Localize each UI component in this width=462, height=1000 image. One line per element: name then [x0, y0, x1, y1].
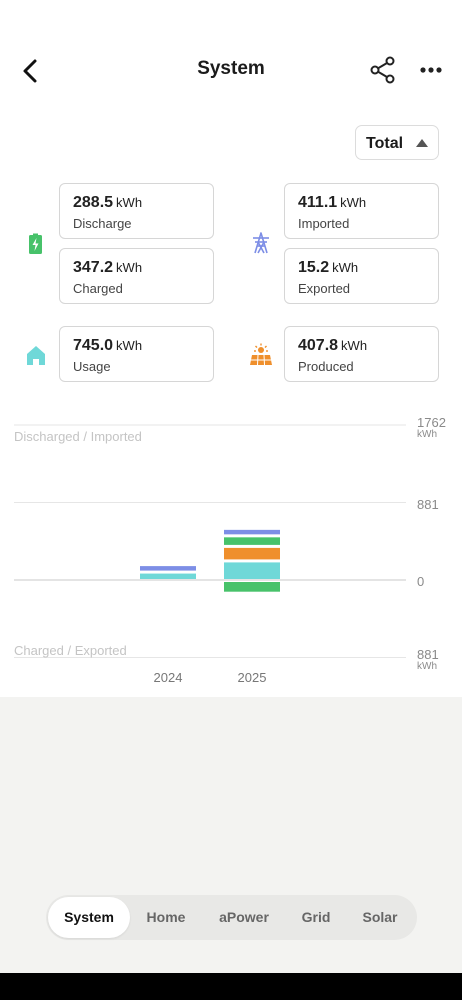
- tab-solar[interactable]: Solar: [362, 909, 398, 925]
- more-options-button[interactable]: [416, 60, 446, 80]
- usage-unit: kWh: [116, 338, 143, 353]
- y-tick-bottom: 881: [417, 647, 439, 662]
- x-label-2025: 2025: [237, 670, 267, 685]
- tab-system[interactable]: System: [48, 897, 130, 938]
- back-button[interactable]: [16, 56, 46, 86]
- discharge-value: 288.5: [73, 194, 114, 211]
- y-tick-top: 1762: [417, 415, 446, 430]
- battery-icon: [25, 233, 47, 255]
- imported-value: 411.1: [298, 194, 338, 211]
- x-label-2024: 2024: [153, 670, 183, 685]
- bar-segment-2025-4: [224, 582, 280, 592]
- chevron-left-icon: [23, 59, 37, 83]
- energy-chart: Discharged / Imported Charged / Exported…: [0, 410, 462, 690]
- bar-segment-2025-0: [224, 562, 280, 579]
- bottom-tab-bar: System Home aPower Grid Solar: [46, 895, 417, 940]
- bar-segment-2025-1: [224, 547, 280, 560]
- exported-card: 15.2 kWh Exported: [284, 248, 439, 304]
- y-tick-zero: 0: [417, 574, 425, 589]
- exported-value: 15.2: [298, 259, 330, 276]
- produced-label: Produced: [298, 359, 354, 374]
- discharge-unit: kWh: [116, 195, 143, 210]
- bar-segment-2025-2: [224, 537, 280, 545]
- period-dropdown[interactable]: Total: [355, 125, 439, 160]
- y-tick-top-unit: kWh: [417, 429, 437, 440]
- usage-value: 745.0: [73, 337, 114, 354]
- chart-plot: [14, 424, 406, 658]
- produced-value: 407.8: [298, 337, 339, 354]
- period-selected-label: Total: [366, 135, 404, 152]
- share-button[interactable]: [369, 56, 397, 84]
- top-axis-title: Discharged / Imported: [14, 429, 142, 444]
- home-icon: [25, 344, 47, 366]
- solar-panel-icon: [249, 343, 272, 366]
- charged-label: Charged: [73, 281, 123, 296]
- usage-card: 745.0 kWh Usage: [59, 326, 214, 382]
- charged-card: 347.2 kWh Charged: [59, 248, 214, 304]
- page-title: System: [197, 58, 265, 79]
- y-tick-mid: 881: [417, 497, 439, 512]
- exported-unit: kWh: [332, 260, 359, 275]
- tab-apower[interactable]: aPower: [219, 909, 269, 925]
- tab-grid[interactable]: Grid: [301, 909, 331, 925]
- system-nav-bar: [0, 973, 462, 1000]
- bottom-axis-title: Charged / Exported: [14, 643, 127, 658]
- grid-tower-icon: [250, 232, 272, 254]
- produced-unit: kWh: [341, 338, 368, 353]
- tab-home[interactable]: Home: [146, 909, 186, 925]
- bar-segment-2024-3: [140, 566, 196, 571]
- caret-up-icon: [416, 139, 428, 147]
- charged-unit: kWh: [116, 260, 143, 275]
- usage-label: Usage: [73, 359, 111, 374]
- produced-card: 407.8 kWh Produced: [284, 326, 439, 382]
- discharge-card: 288.5 kWh Discharge: [59, 183, 214, 239]
- charged-value: 347.2: [73, 259, 114, 276]
- app-header: System: [0, 36, 462, 104]
- bar-segment-2024-0: [140, 573, 196, 579]
- imported-unit: kWh: [340, 195, 367, 210]
- share-icon: [370, 56, 395, 84]
- y-tick-bottom-unit: kWh: [417, 661, 437, 672]
- bar-segment-2025-3: [224, 529, 280, 535]
- discharge-label: Discharge: [73, 216, 132, 231]
- more-horizontal-icon: [420, 67, 442, 73]
- imported-label: Imported: [298, 216, 350, 231]
- imported-card: 411.1 kWh Imported: [284, 183, 439, 239]
- exported-label: Exported: [298, 281, 351, 296]
